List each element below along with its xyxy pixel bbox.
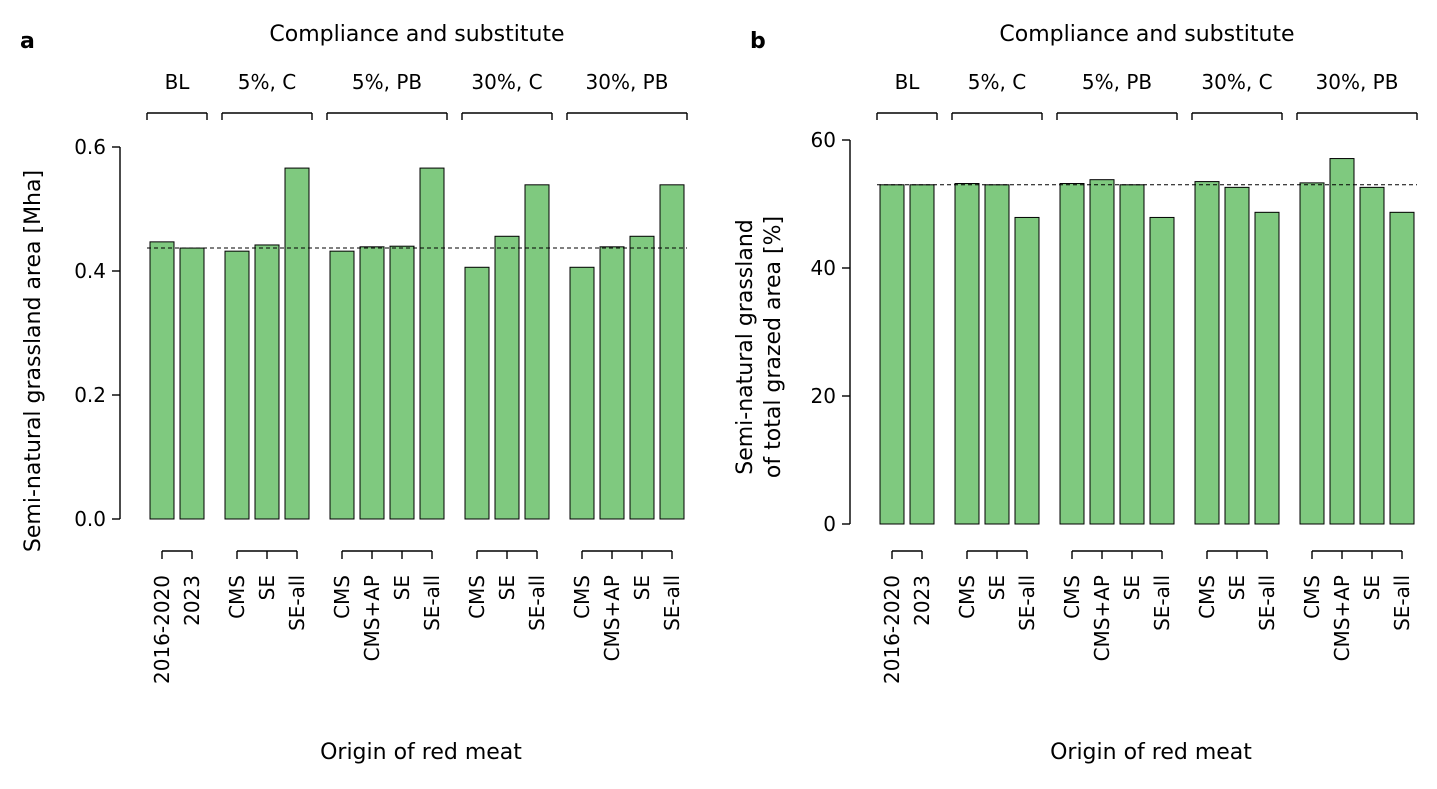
group-label: 30%, PB — [1316, 70, 1399, 94]
group-label: 30%, C — [1201, 70, 1272, 94]
x-tick-label: SE-all — [420, 575, 444, 631]
x-tick-label: SE-all — [1150, 575, 1174, 631]
group-label: 5%, PB — [352, 70, 422, 94]
bar — [1254, 211, 1280, 525]
bar — [879, 184, 905, 525]
x-tick-label: CMS+AP — [360, 575, 384, 661]
bar — [284, 167, 310, 520]
bar — [464, 266, 490, 520]
x-tick-label: CMS+AP — [1330, 575, 1354, 661]
bar — [954, 183, 980, 525]
group-label: 5%, C — [968, 70, 1026, 94]
y-axis-label-line1: Semi-natural grassland — [733, 219, 758, 475]
group-label: 30%, C — [471, 70, 542, 94]
bar — [329, 250, 355, 520]
bar — [1059, 183, 1085, 525]
y-tick-label: 0.4 — [74, 259, 106, 283]
y-tick-label: 60 — [811, 128, 836, 152]
x-tick-label: CMS — [465, 575, 489, 619]
bar — [629, 235, 655, 520]
bar — [909, 184, 935, 525]
x-tick-label: CMS — [955, 575, 979, 619]
x-tick-label: CMS+AP — [600, 575, 624, 661]
bar — [1329, 158, 1355, 525]
x-axis-label: Origin of red meat — [320, 740, 522, 765]
group-label: 5%, C — [238, 70, 296, 94]
y-tick-label: 40 — [811, 256, 836, 280]
bar — [1359, 186, 1385, 525]
x-tick-label: SE-all — [1255, 575, 1279, 631]
x-tick-label: SE-all — [525, 575, 549, 631]
x-tick-label: CMS — [1195, 575, 1219, 619]
bar — [1389, 211, 1415, 525]
x-tick-label: CMS — [1060, 575, 1084, 619]
bar — [524, 184, 550, 520]
panel-label-a: a — [20, 29, 35, 54]
group-label: BL — [165, 70, 191, 94]
y-tick-label: 0.2 — [74, 383, 106, 407]
x-tick-label: SE — [1120, 575, 1144, 600]
bar — [1149, 216, 1175, 525]
x-tick-label: CMS — [330, 575, 354, 619]
x-tick-label: SE — [390, 575, 414, 600]
x-tick-label: 2016-2020 — [150, 575, 174, 684]
y-tick-label: 0 — [823, 512, 836, 536]
y-axis-label-line2: of total grazed area [%] — [761, 216, 786, 478]
x-axis-label: Origin of red meat — [1050, 740, 1252, 765]
group-label: 30%, PB — [586, 70, 669, 94]
bar — [494, 235, 520, 520]
x-tick-label: 2023 — [910, 575, 934, 626]
x-tick-label: CMS — [1300, 575, 1324, 619]
y-tick-label: 20 — [811, 384, 836, 408]
y-axis-label: Semi-natural grassland area [Mha] — [21, 170, 46, 552]
panel-label-b: b — [750, 29, 766, 54]
x-tick-label: SE-all — [660, 575, 684, 631]
bar — [659, 184, 685, 520]
bar — [1119, 184, 1145, 525]
x-tick-label: CMS — [570, 575, 594, 619]
bar — [179, 247, 205, 520]
x-tick-label: 2023 — [180, 575, 204, 626]
bar — [419, 167, 445, 520]
top-title: Compliance and substitute — [269, 22, 564, 47]
bar — [984, 184, 1010, 525]
x-tick-label: 2016-2020 — [880, 575, 904, 684]
bar — [149, 241, 175, 520]
bar — [359, 246, 385, 520]
bar — [224, 250, 250, 520]
group-label: BL — [895, 70, 921, 94]
top-title: Compliance and substitute — [999, 22, 1294, 47]
x-tick-label: SE — [1225, 575, 1249, 600]
bar — [1014, 216, 1040, 525]
bar — [1194, 181, 1220, 525]
bar — [389, 245, 415, 520]
bar — [1089, 179, 1115, 525]
x-tick-label: CMS+AP — [1090, 575, 1114, 661]
x-tick-label: SE — [495, 575, 519, 600]
x-tick-label: SE — [985, 575, 1009, 600]
x-tick-label: CMS — [225, 575, 249, 619]
x-tick-label: SE — [630, 575, 654, 600]
group-label: 5%, PB — [1082, 70, 1152, 94]
x-tick-label: SE-all — [1390, 575, 1414, 631]
x-tick-label: SE — [1360, 575, 1384, 600]
bar — [569, 266, 595, 520]
bar — [1299, 182, 1325, 525]
x-tick-label: SE-all — [1015, 575, 1039, 631]
y-tick-label: 0.0 — [74, 507, 106, 531]
bar — [599, 246, 625, 520]
bar — [1224, 186, 1250, 525]
bar — [254, 244, 280, 520]
x-tick-label: SE-all — [285, 575, 309, 631]
y-tick-label: 0.6 — [74, 135, 106, 159]
x-tick-label: SE — [255, 575, 279, 600]
